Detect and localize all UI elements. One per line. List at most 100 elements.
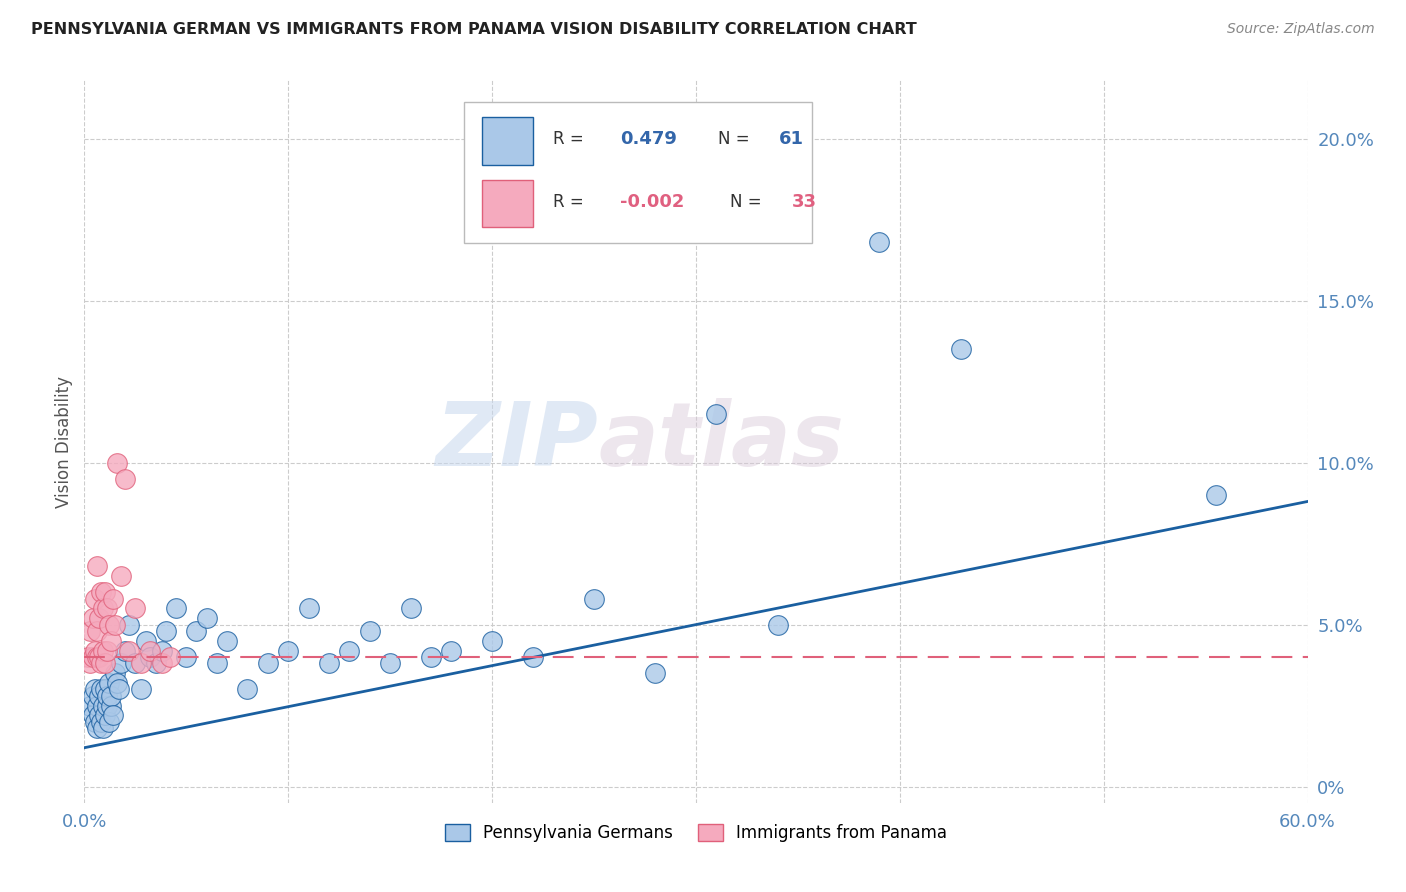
Point — [97, 617, 120, 632]
Point — [118, 643, 141, 657]
Point — [79, 657, 101, 671]
Point — [399, 601, 422, 615]
Y-axis label: Vision Disability: Vision Disability — [55, 376, 73, 508]
Point — [97, 714, 120, 729]
Point — [186, 624, 208, 638]
Point — [100, 698, 122, 713]
Point — [706, 407, 728, 421]
FancyBboxPatch shape — [482, 117, 533, 165]
Point — [82, 650, 104, 665]
Point — [83, 591, 105, 606]
Point — [380, 657, 402, 671]
Point — [131, 682, 153, 697]
Point — [83, 682, 105, 697]
Point — [100, 633, 122, 648]
Text: 33: 33 — [792, 194, 817, 211]
Point — [91, 698, 114, 713]
Point — [195, 611, 218, 625]
Text: PENNSYLVANIA GERMAN VS IMMIGRANTS FROM PANAMA VISION DISABILITY CORRELATION CHAR: PENNSYLVANIA GERMAN VS IMMIGRANTS FROM P… — [31, 22, 917, 37]
Point — [174, 650, 197, 665]
Point — [93, 708, 115, 723]
FancyBboxPatch shape — [464, 102, 813, 243]
Point — [82, 708, 104, 723]
Text: -0.002: -0.002 — [620, 194, 685, 211]
Point — [110, 657, 132, 671]
Point — [138, 643, 160, 657]
Text: 61: 61 — [779, 130, 804, 148]
Point — [96, 689, 118, 703]
Point — [583, 591, 606, 606]
Point — [83, 714, 105, 729]
Point — [79, 624, 101, 638]
Point — [93, 585, 115, 599]
Point — [217, 633, 239, 648]
Point — [96, 698, 118, 713]
Point — [87, 708, 110, 723]
Point — [1205, 488, 1227, 502]
Point — [100, 689, 122, 703]
Point — [135, 633, 157, 648]
Point — [87, 611, 110, 625]
Point — [138, 650, 160, 665]
Point — [159, 650, 181, 665]
Point — [91, 721, 114, 735]
Point — [257, 657, 280, 671]
Point — [87, 689, 110, 703]
Point — [205, 657, 228, 671]
Point — [298, 601, 321, 615]
Point — [90, 657, 112, 671]
Legend: Pennsylvania Germans, Immigrants from Panama: Pennsylvania Germans, Immigrants from Pa… — [439, 817, 953, 848]
Point — [82, 689, 104, 703]
Point — [118, 617, 141, 632]
Text: Source: ZipAtlas.com: Source: ZipAtlas.com — [1227, 22, 1375, 37]
Text: R =: R = — [553, 194, 583, 211]
Point — [93, 657, 115, 671]
Point — [145, 657, 167, 671]
Point — [79, 698, 101, 713]
Point — [318, 657, 340, 671]
Point — [104, 666, 127, 681]
Point — [87, 650, 110, 665]
Text: atlas: atlas — [598, 398, 844, 485]
Point — [90, 714, 112, 729]
Point — [86, 650, 108, 665]
Point — [93, 682, 115, 697]
Point — [644, 666, 666, 681]
Text: 0.479: 0.479 — [620, 130, 678, 148]
Point — [83, 643, 105, 657]
Point — [150, 657, 173, 671]
Point — [91, 601, 114, 615]
Point — [440, 643, 463, 657]
Point — [522, 650, 544, 665]
Point — [339, 643, 361, 657]
Point — [869, 235, 891, 250]
Point — [77, 650, 100, 665]
Point — [96, 643, 118, 657]
Point — [90, 682, 112, 697]
Point — [96, 601, 118, 615]
Point — [236, 682, 259, 697]
Point — [105, 456, 128, 470]
Text: ZIP: ZIP — [436, 398, 598, 485]
Point — [124, 601, 146, 615]
Point — [86, 698, 108, 713]
Point — [114, 472, 136, 486]
Point — [420, 650, 443, 665]
Point — [86, 559, 108, 574]
Point — [165, 601, 187, 615]
Point — [105, 676, 128, 690]
Point — [101, 591, 124, 606]
Point — [101, 708, 124, 723]
Point — [108, 682, 131, 697]
Point — [124, 657, 146, 671]
Point — [155, 624, 177, 638]
Point — [359, 624, 381, 638]
Point — [481, 633, 503, 648]
Point — [86, 721, 108, 735]
FancyBboxPatch shape — [482, 180, 533, 227]
Point — [766, 617, 789, 632]
Point — [150, 643, 173, 657]
Point — [91, 643, 114, 657]
Point — [110, 569, 132, 583]
Point — [104, 617, 127, 632]
